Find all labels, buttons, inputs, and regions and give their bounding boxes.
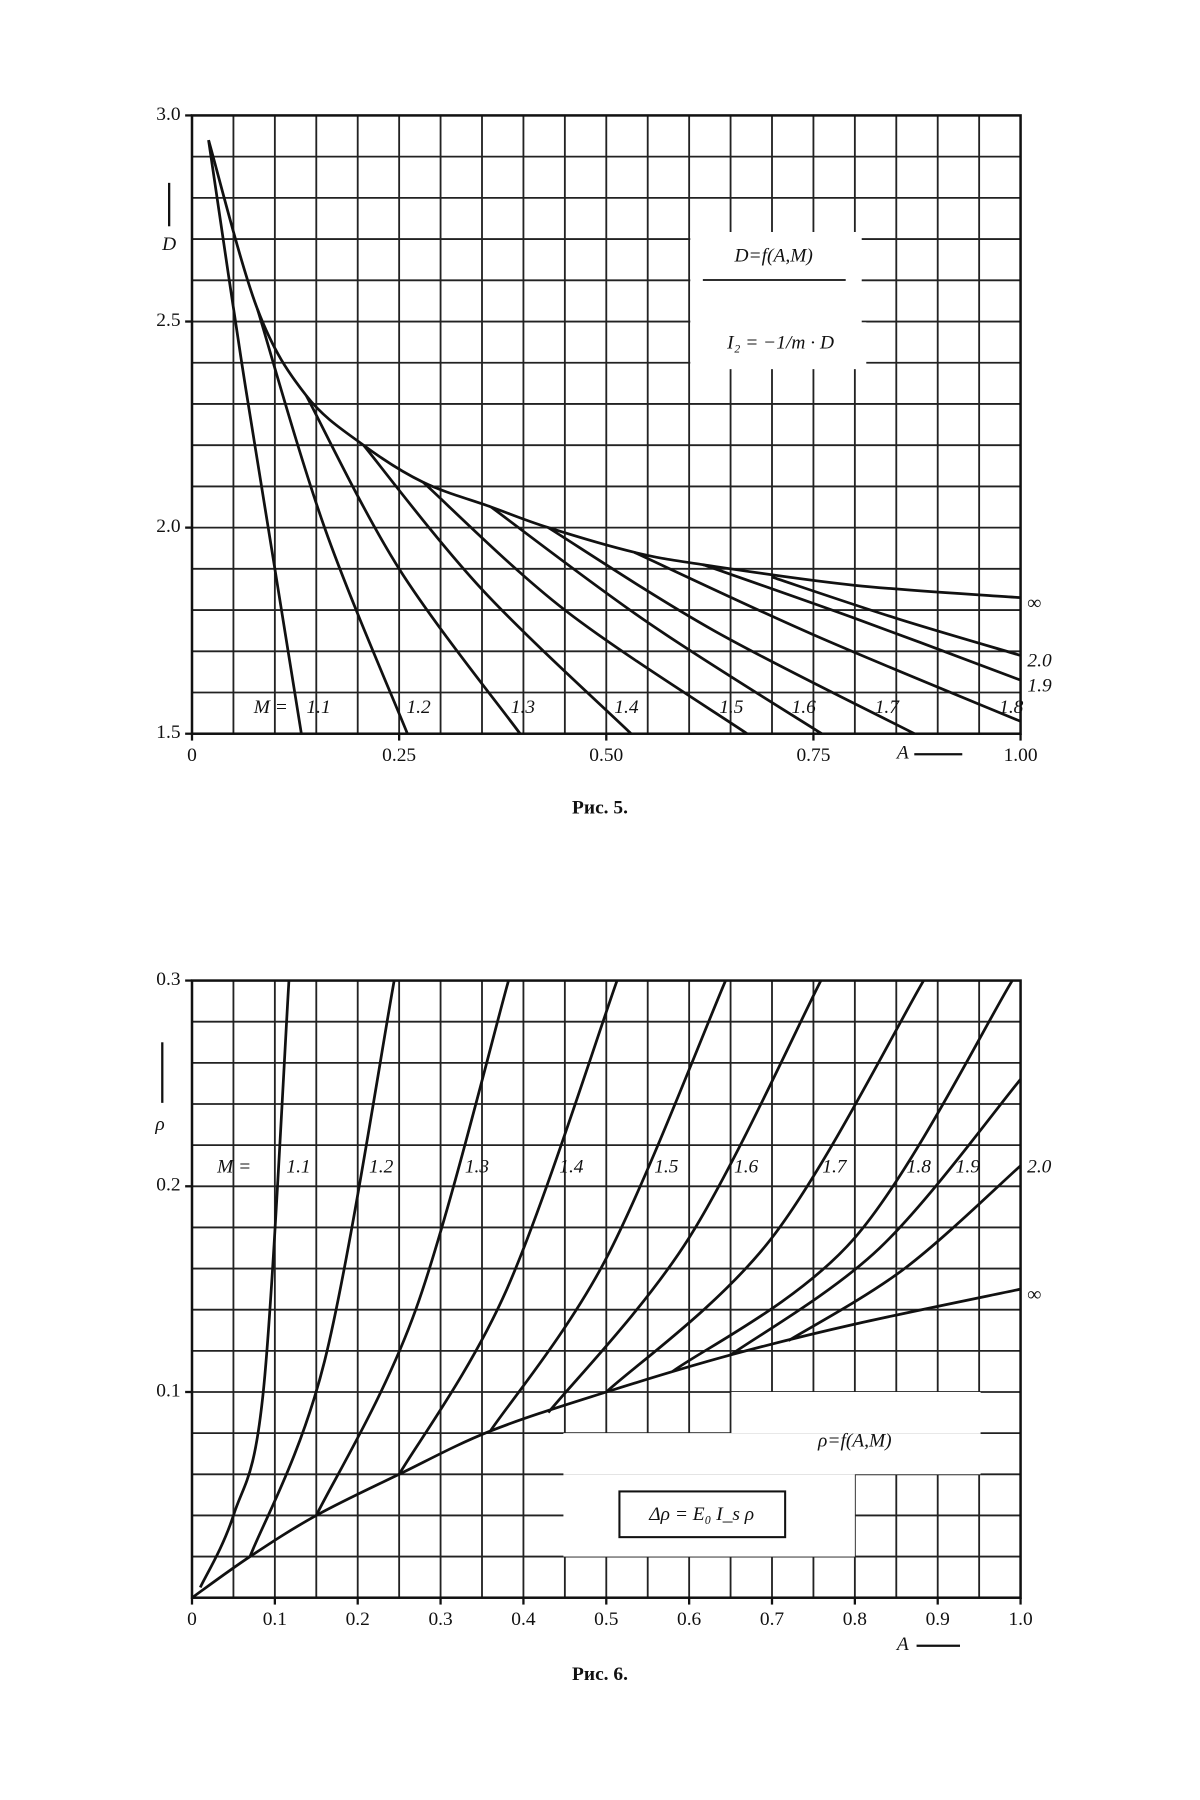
annotation: Δρ = E₀ I_s ρ [648,1504,754,1525]
curve [633,551,1022,723]
curve [315,980,510,1517]
x-tick-label: 0.4 [511,1609,536,1630]
x-tick-label: 0.2 [346,1609,370,1630]
curve [207,139,303,734]
annotation: ρ=f(A,M) [817,1431,892,1452]
y-tick-label: 3.0 [156,104,180,125]
y-tick-label: 1.5 [156,722,180,743]
curve-label: 1.1 [286,1156,310,1177]
x-tick-label: 0.25 [382,745,416,766]
curve-label: ∞ [1027,1284,1041,1305]
blank-area [731,1392,981,1434]
curve [248,980,396,1558]
curve-label: ∞ [1027,593,1041,614]
curve-label: 1.6 [734,1156,759,1177]
curve-label: 2.0 [1027,1156,1052,1177]
curve [422,481,748,735]
curve-label: 1.2 [369,1156,394,1177]
x-tick-label: 0.75 [796,745,830,766]
curve-label: 1.6 [792,697,817,718]
y-tick-label: 2.5 [156,310,180,331]
curve-label: 1.2 [406,697,431,718]
curve-label: 1.8 [999,697,1024,718]
curve [490,505,823,735]
m-label: M = [253,697,288,718]
y-tick-label: 2.0 [156,516,180,537]
curve-label: 1.4 [559,1156,584,1177]
curve [489,980,727,1432]
y-tick-label: 0.2 [156,1175,180,1196]
caption: Рис. 6. [572,1664,628,1685]
x-tick-label: 0.6 [677,1609,702,1630]
curve-label: 1.9 [956,1156,981,1177]
curve [729,1078,1022,1357]
curve-label: 1.9 [1027,675,1052,696]
curve-label: 1.8 [907,1156,932,1177]
curve-label: 1.5 [654,1156,679,1177]
chart-2: 0 0.1 0.2 0.3 0.4 0.5 0.6 0.7 0.8 0.9 1.0 0.1 0.2 0.3… [156,969,1051,1630]
curve [671,979,1014,1373]
label-box [702,234,846,280]
curve-label: 1.3 [511,697,536,718]
curve [397,980,619,1475]
curve [191,1287,1021,1599]
x-tick-label: 0.8 [843,1609,867,1630]
x-tick-label: 0.9 [926,1609,950,1630]
x-tick-label: 0.1 [263,1609,287,1630]
annotation: I₂ = −1/m · D [726,332,834,353]
curve-label: 1.4 [614,697,639,718]
x-tick-label: 0.50 [589,745,623,766]
x-tick-label: 0 [187,745,197,766]
y-tick-label: 0.3 [156,969,180,990]
curve-label: 2.0 [1027,651,1052,672]
y-axis-label: ρ [154,1114,164,1135]
curve [256,308,409,735]
x-tick-label: 1.0 [1008,1609,1032,1630]
curve [362,444,633,735]
curve [702,563,1022,682]
x-tick-label: 0.5 [594,1609,618,1630]
curve-label: 1.7 [822,1156,848,1177]
x-tick-label: 1.00 [1004,745,1038,766]
curve [605,979,925,1394]
curve [771,575,1021,657]
m-label: M = [216,1156,251,1177]
x-axis-label: A [895,1634,909,1655]
annotation: D=f(A,M) [734,246,813,267]
y-axis-label: D [161,234,176,255]
curve [199,980,291,1589]
curve [547,979,823,1414]
x-tick-label: 0.3 [428,1609,452,1630]
curve-label: 1.5 [719,697,744,718]
curve [787,1164,1022,1342]
curve-label: 1.1 [306,697,330,718]
label-box [618,1490,787,1539]
caption: Рис. 5. [572,798,628,819]
y-tick-label: 0.1 [156,1380,180,1401]
blank-area [563,1433,981,1475]
x-tick-label: 0.7 [760,1609,785,1630]
x-tick-label: 0 [187,1609,197,1630]
curve [305,395,522,735]
x-axis-label: A [895,743,909,764]
curve-label: 1.7 [875,697,901,718]
curve-label: 1.3 [465,1156,490,1177]
label-box [694,322,867,366]
curve [547,526,916,735]
